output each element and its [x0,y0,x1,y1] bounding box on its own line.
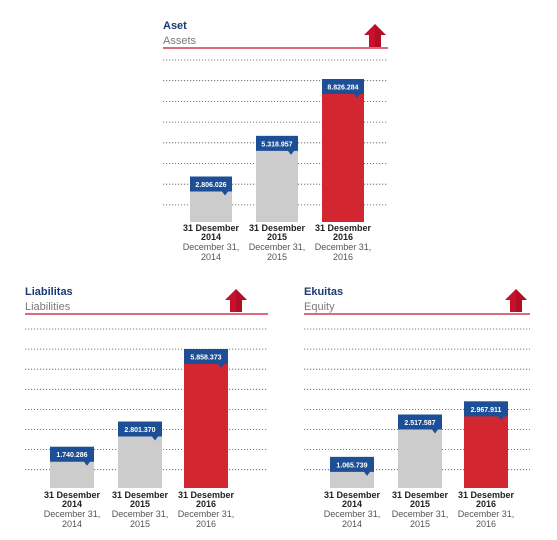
assets-value-callout-2016 [322,79,364,99]
liabilities-category-year-en: 2015 [130,519,150,529]
equity-category-year-en: 2016 [476,519,496,529]
equity-category-label-id: 31 Desember [324,490,381,500]
liabilities-category-label-en: December 31, [178,509,235,519]
equity-value-callout-2015 [398,414,442,434]
assets-value-callout-2014 [190,176,232,196]
equity-value-label-2015: 2.517.587 [404,420,435,427]
assets-category-year-en: 2016 [333,252,353,262]
equity-category-label-en: December 31, [458,509,515,519]
equity-category-year-id: 2014 [342,499,362,509]
liabilities-value-label-2015: 2.801.370 [124,427,155,434]
assets-value-label-2014: 2.806.026 [195,182,226,189]
liabilities-category-label-en: December 31, [44,509,101,519]
assets-category-label-en: December 31, [249,242,306,252]
equity-category-label-en: December 31, [324,509,381,519]
assets-category-label-id: 31 Desember [249,223,306,233]
liabilities-chart: Liabilitas Liabilities 1.740.286 31 Desembe… [25,286,268,529]
liabilities-value-callout-2014 [50,446,94,466]
assets-value-callout-2015 [256,135,298,155]
liabilities-value-callout-2016 [184,348,228,368]
liabilities-value-callout-2015 [118,421,162,441]
liabilities-category-label-id: 31 Desember [44,490,101,500]
assets-category-label-id: 31 Desember [315,223,372,233]
assets-category-year-en: 2015 [267,252,287,262]
equity-category-year-id: 2016 [476,499,496,509]
liabilities-category-label-id: 31 Desember [112,490,169,500]
assets-chart-title: Aset [163,20,187,32]
liabilities-chart-title: Liabilitas [25,286,73,298]
liabilities-chart-subtitle: Liabilities [25,301,71,313]
liabilities-bar-2016 [184,349,228,488]
liabilities-category-year-en: 2016 [196,519,216,529]
equity-value-label-2014: 1.065.739 [336,462,367,469]
liabilities-value-label-2014: 1.740.286 [56,452,87,459]
up-arrow-icon [225,289,247,312]
equity-category-label-id: 31 Desember [458,490,515,500]
up-arrow-icon [505,289,527,312]
equity-category-year-id: 2015 [410,499,430,509]
assets-category-year-id: 2015 [267,232,287,242]
liabilities-category-year-id: 2015 [130,499,150,509]
liabilities-category-year-id: 2016 [196,499,216,509]
equity-category-label-id: 31 Desember [392,490,449,500]
equity-value-callout-2014 [330,456,374,476]
equity-value-callout-2016 [464,401,508,421]
liabilities-value-label-2016: 5.858.373 [190,354,221,361]
liabilities-category-label-id: 31 Desember [178,490,235,500]
assets-category-year-id: 2016 [333,232,353,242]
assets-category-year-id: 2014 [201,232,221,242]
assets-category-label-en: December 31, [315,242,372,252]
assets-value-label-2015: 5.318.957 [261,141,292,148]
liabilities-category-year-id: 2014 [62,499,82,509]
equity-category-label-en: December 31, [392,509,449,519]
equity-chart-subtitle: Equity [304,301,335,313]
assets-bar-2016 [322,79,364,222]
assets-category-label-en: December 31, [183,242,240,252]
assets-chart-subtitle: Assets [163,35,197,47]
equity-chart-title: Ekuitas [304,286,343,298]
up-arrow-icon [364,24,386,47]
assets-value-label-2016: 8.826.284 [327,85,358,92]
assets-category-year-en: 2014 [201,252,221,262]
equity-category-year-en: 2014 [342,519,362,529]
equity-value-label-2016: 2.967.911 [471,407,502,414]
liabilities-category-label-en: December 31, [112,509,169,519]
equity-category-year-en: 2015 [410,519,430,529]
assets-category-label-id: 31 Desember [183,223,240,233]
liabilities-category-year-en: 2014 [62,519,82,529]
